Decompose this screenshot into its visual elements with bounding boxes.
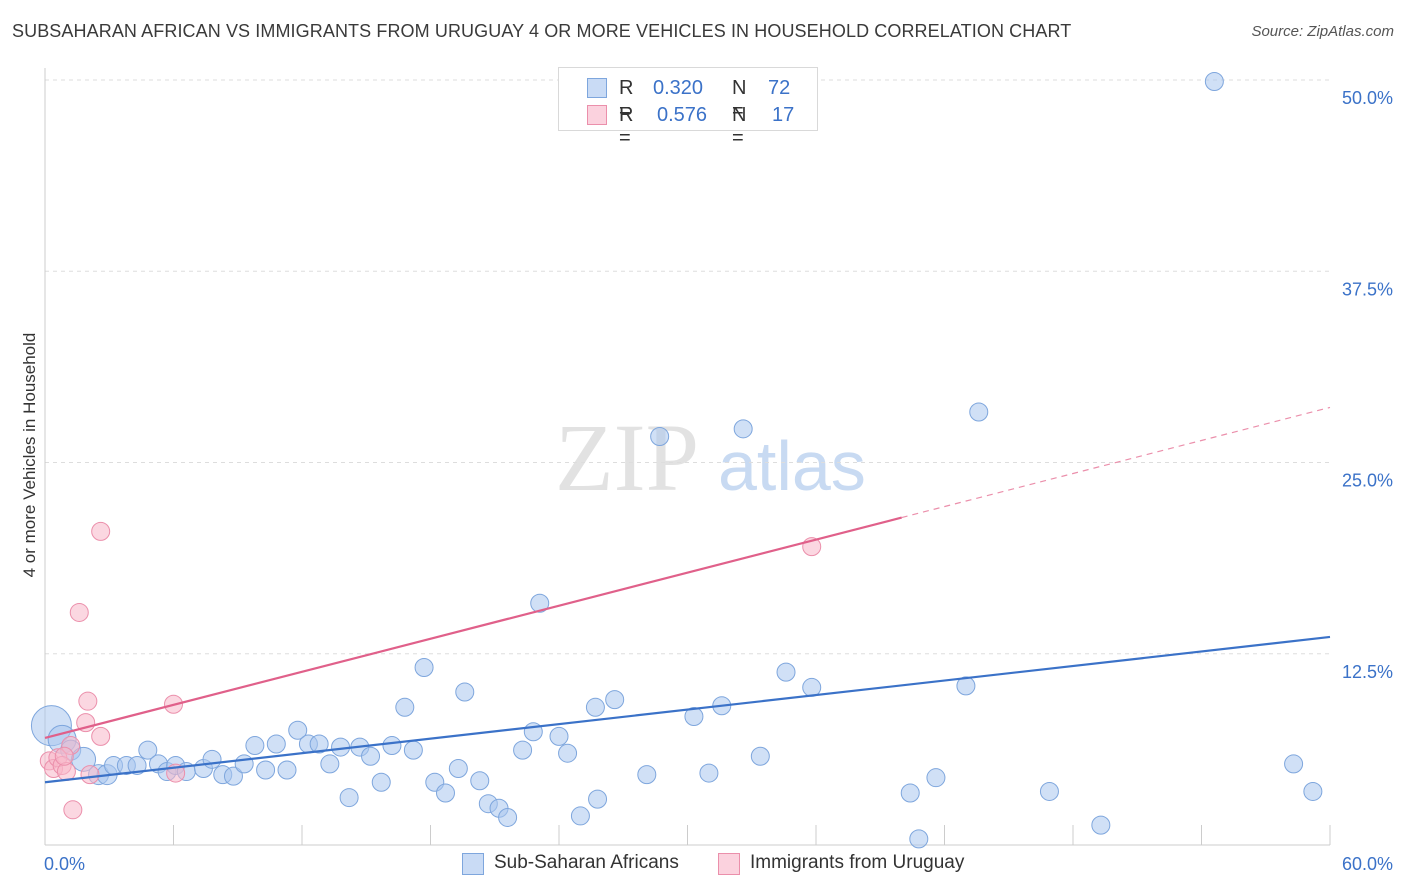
chart-source: Source: ZipAtlas.com xyxy=(1251,23,1394,40)
point-uruguay xyxy=(91,521,111,541)
point-sub-saharan xyxy=(435,783,455,803)
point-sub-saharan xyxy=(361,746,381,766)
point-uruguay xyxy=(91,726,111,746)
point-sub-saharan xyxy=(320,754,340,774)
point-sub-saharan xyxy=(750,746,770,766)
x-tick-label: 60.0% xyxy=(1342,854,1393,874)
point-sub-saharan xyxy=(802,677,822,697)
point-sub-saharan xyxy=(138,740,158,760)
point-sub-saharan xyxy=(549,726,569,746)
point-uruguay xyxy=(54,746,74,766)
watermark-atlas: atlas xyxy=(718,427,866,505)
point-sub-saharan xyxy=(382,736,402,756)
point-sub-saharan xyxy=(395,697,415,717)
point-sub-saharan xyxy=(234,754,254,774)
point-sub-saharan xyxy=(339,788,359,808)
bottom-legend-label: Immigrants from Uruguay xyxy=(750,852,965,873)
point-sub-saharan xyxy=(1039,781,1059,801)
legend-swatch-blue xyxy=(587,78,607,98)
y-tick-label: 25.0% xyxy=(1342,471,1393,491)
point-sub-saharan xyxy=(223,766,243,786)
point-sub-saharan xyxy=(733,419,753,439)
legend-n-value: 17 xyxy=(772,104,795,126)
y-tick-label: 50.0% xyxy=(1342,88,1393,108)
point-sub-saharan xyxy=(637,765,657,785)
point-sub-saharan xyxy=(699,763,719,783)
point-sub-saharan xyxy=(513,740,533,760)
trend-line-uruguay-extension xyxy=(901,406,1331,519)
point-sub-saharan xyxy=(498,807,518,827)
trend-line-uruguay xyxy=(44,516,902,739)
point-sub-saharan xyxy=(202,749,222,769)
point-sub-saharan xyxy=(956,676,976,696)
point-sub-saharan xyxy=(605,690,625,710)
point-sub-saharan xyxy=(277,760,297,780)
point-sub-saharan xyxy=(414,658,434,678)
legend-r-value: 0.320 xyxy=(653,77,704,99)
point-sub-saharan xyxy=(1284,754,1304,774)
trend-line-sub-saharan xyxy=(44,635,1331,784)
legend-swatch-pink xyxy=(587,105,607,125)
point-sub-saharan xyxy=(650,426,670,446)
chart-title: SUBSAHARAN AFRICAN VS IMMIGRANTS FROM UR… xyxy=(12,21,1072,41)
point-sub-saharan xyxy=(1091,815,1111,835)
point-sub-saharan xyxy=(570,806,590,826)
point-sub-saharan xyxy=(288,720,308,740)
point-sub-saharan xyxy=(455,682,475,702)
point-sub-saharan xyxy=(1204,72,1224,92)
x-tick-label: 0.0% xyxy=(44,854,85,874)
point-sub-saharan xyxy=(969,402,989,422)
point-sub-saharan xyxy=(403,740,423,760)
legend-r-label: R = xyxy=(619,104,634,149)
point-sub-saharan xyxy=(1303,781,1323,801)
point-sub-saharan xyxy=(245,736,265,756)
legend-r-value: 0.576 xyxy=(657,104,708,126)
point-uruguay xyxy=(63,800,83,820)
point-uruguay xyxy=(78,691,98,711)
point-sub-saharan xyxy=(926,768,946,788)
legend-n-label: N = xyxy=(732,104,747,149)
y-axis-label: 4 or more Vehicles in Household xyxy=(20,332,39,578)
legend-r-label: R = xyxy=(619,77,634,122)
point-sub-saharan xyxy=(448,759,468,778)
point-sub-saharan xyxy=(909,829,929,849)
point-sub-saharan xyxy=(588,789,608,809)
point-sub-saharan xyxy=(558,743,578,763)
point-sub-saharan xyxy=(530,593,550,613)
point-sub-saharan xyxy=(309,734,329,754)
point-sub-saharan xyxy=(900,783,920,803)
bottom-legend-swatch-blue xyxy=(462,853,484,875)
bottom-legend-label: Sub-Saharan Africans xyxy=(494,852,679,873)
point-sub-saharan xyxy=(266,734,286,754)
legend-n-label: N = xyxy=(732,77,747,122)
point-sub-saharan xyxy=(256,760,276,780)
bottom-legend-swatch-pink xyxy=(718,853,740,875)
point-sub-saharan xyxy=(684,706,704,726)
point-sub-saharan xyxy=(470,771,490,791)
watermark-zip: ZIP xyxy=(555,404,699,511)
y-tick-label: 12.5% xyxy=(1342,662,1393,682)
point-sub-saharan xyxy=(127,755,147,775)
point-uruguay xyxy=(69,602,89,622)
legend-n-value: 72 xyxy=(768,77,791,99)
y-tick-label: 37.5% xyxy=(1342,279,1393,299)
point-sub-saharan xyxy=(776,662,796,682)
point-sub-saharan xyxy=(371,772,391,792)
point-uruguay xyxy=(80,765,100,785)
correlation-legend: R = 0.320 N = 72 R = 0.576 N = 17 xyxy=(558,67,818,149)
point-sub-saharan xyxy=(585,697,605,717)
